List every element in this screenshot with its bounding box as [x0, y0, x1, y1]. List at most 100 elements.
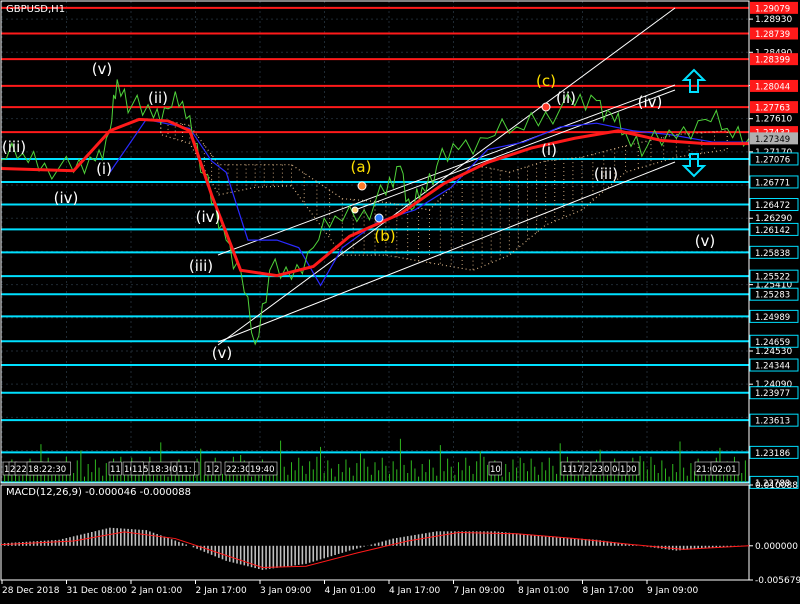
support-tag — [749, 309, 799, 323]
period-separator-label: 11 — [562, 465, 573, 475]
wave-label: (v) — [695, 232, 716, 250]
period-separator-label: 21:0 — [696, 465, 715, 475]
support-tag — [749, 287, 799, 301]
symbol-title: GBPUSD,H1 — [6, 4, 65, 15]
period-separator-box — [710, 461, 740, 476]
wave-label: (iv) — [54, 189, 79, 207]
up-arrow-icon — [681, 68, 707, 93]
support-tag-label: 1.27076 — [755, 155, 790, 165]
period-separator-label: 11: — [178, 465, 192, 475]
down-arrow-icon — [681, 153, 707, 178]
wave-label: (iii) — [2, 138, 26, 156]
resistance-tag-label: 1.29079 — [755, 4, 790, 14]
period-separator-box — [176, 461, 195, 476]
period-separator-label: 0 — [604, 465, 609, 475]
period-separator-label: 2 — [584, 465, 589, 475]
support-tag-label: 1.23613 — [755, 417, 790, 427]
price-tick-label: 1.25410 — [755, 281, 792, 291]
period-separator-label: 1 — [4, 465, 9, 475]
period-separator-label: 11 — [132, 465, 143, 475]
support-tag — [749, 358, 799, 372]
ichimoku-cloud — [160, 118, 728, 271]
macd-tick-label: -0.005679 — [755, 576, 800, 586]
support-tag — [749, 475, 799, 489]
support-tag-label: 1.25522 — [755, 273, 790, 283]
resistance-tag-label: 1.28044 — [755, 82, 790, 92]
support-tag — [749, 198, 799, 212]
wave-label: (ii) — [556, 89, 576, 107]
period-separator-box — [130, 461, 144, 476]
time-tick-label: 2 Jan 17:00 — [196, 586, 248, 596]
support-tag — [749, 245, 799, 259]
support-tag — [749, 222, 799, 236]
price-tick-label: 1.26290 — [755, 214, 792, 224]
wave-label: (v) — [212, 344, 233, 362]
support-tag-label: 1.24989 — [755, 313, 790, 323]
macd-signal-line — [0, 531, 750, 568]
resistance-tag — [750, 1, 798, 14]
support-tag-label: 1.24659 — [755, 338, 790, 348]
resistance-tag — [750, 101, 798, 114]
resistance-tag-label: 1.27763 — [755, 104, 790, 114]
period-separator-label: 2 — [10, 465, 15, 475]
support-tag — [749, 445, 799, 459]
current-price-label: 1.27349 — [755, 135, 790, 145]
channel-line — [217, 7, 676, 346]
period-separator-label: 19:40 — [250, 465, 275, 475]
support-tag-label: 1.26472 — [755, 201, 790, 211]
time-tick-label: 28 Dec 2018 — [2, 586, 60, 596]
resistance-tag — [750, 79, 798, 92]
support-tag-label: 1.26142 — [755, 226, 790, 236]
macd-frame — [0, 484, 750, 581]
resistance-tag — [750, 27, 798, 40]
support-tag-label: 1.22788 — [755, 479, 790, 489]
channel-line — [354, 89, 676, 211]
macd-tick-label: 0.010088 — [755, 481, 798, 491]
support-tag — [749, 175, 799, 189]
price-tick-label: 1.24530 — [755, 347, 792, 357]
support-tag-label: 1.23977 — [755, 389, 790, 399]
wave-b-marker — [374, 213, 384, 223]
main-plot-frame — [0, 0, 750, 484]
support-tag-label: 1.25838 — [755, 249, 790, 259]
period-separator-label: 1 — [620, 465, 625, 475]
time-tick-label: 2 Jan 01:00 — [131, 586, 183, 596]
period-separator-label: 18:22:30 — [28, 465, 66, 475]
wave-label: (iv) — [638, 93, 663, 111]
wave-label: (a) — [351, 158, 372, 176]
wave-label: (b) — [374, 227, 395, 245]
period-separator-box — [248, 461, 278, 476]
period-separator-label: 18:30 — [150, 465, 175, 475]
price-tick-label: 1.28930 — [755, 15, 792, 25]
support-tag — [749, 413, 799, 427]
time-tick-label: 9 Jan 09:00 — [647, 586, 699, 596]
period-separator-label: 10 — [490, 465, 501, 475]
price-tick-label: 1.24090 — [755, 380, 792, 390]
period-separator-box — [108, 461, 122, 476]
moving-average-line — [0, 117, 749, 278]
period-separator-label: 11 — [110, 465, 121, 475]
support-tag-label: 1.25283 — [755, 291, 790, 301]
resistance-tag — [750, 126, 798, 139]
wave-label: (iv) — [196, 208, 221, 226]
period-separator-label: 02:01 — [712, 465, 737, 475]
wave-c-marker — [541, 102, 551, 112]
support-tag — [749, 386, 799, 400]
channel-anchor-marker — [351, 206, 359, 214]
support-tag-label: 1.24344 — [755, 362, 790, 372]
resistance-tag-label: 1.28399 — [755, 56, 790, 66]
support-tag — [749, 269, 799, 283]
macd-tick-label: 0.000000 — [755, 542, 798, 552]
support-tag — [749, 152, 799, 166]
current-price-tag — [750, 132, 798, 145]
wave-label: (ii) — [148, 89, 168, 107]
price-tick-label: 1.27610 — [755, 115, 792, 125]
support-tag-label: 1.26771 — [755, 178, 790, 188]
period-separator-box — [618, 461, 628, 476]
period-separator-box — [488, 461, 502, 476]
macd-title: MACD(12,26,9) -0.000046 -0.000088 — [6, 487, 191, 498]
support-tag-label: 1.23186 — [755, 449, 790, 459]
channel-line — [217, 84, 676, 256]
